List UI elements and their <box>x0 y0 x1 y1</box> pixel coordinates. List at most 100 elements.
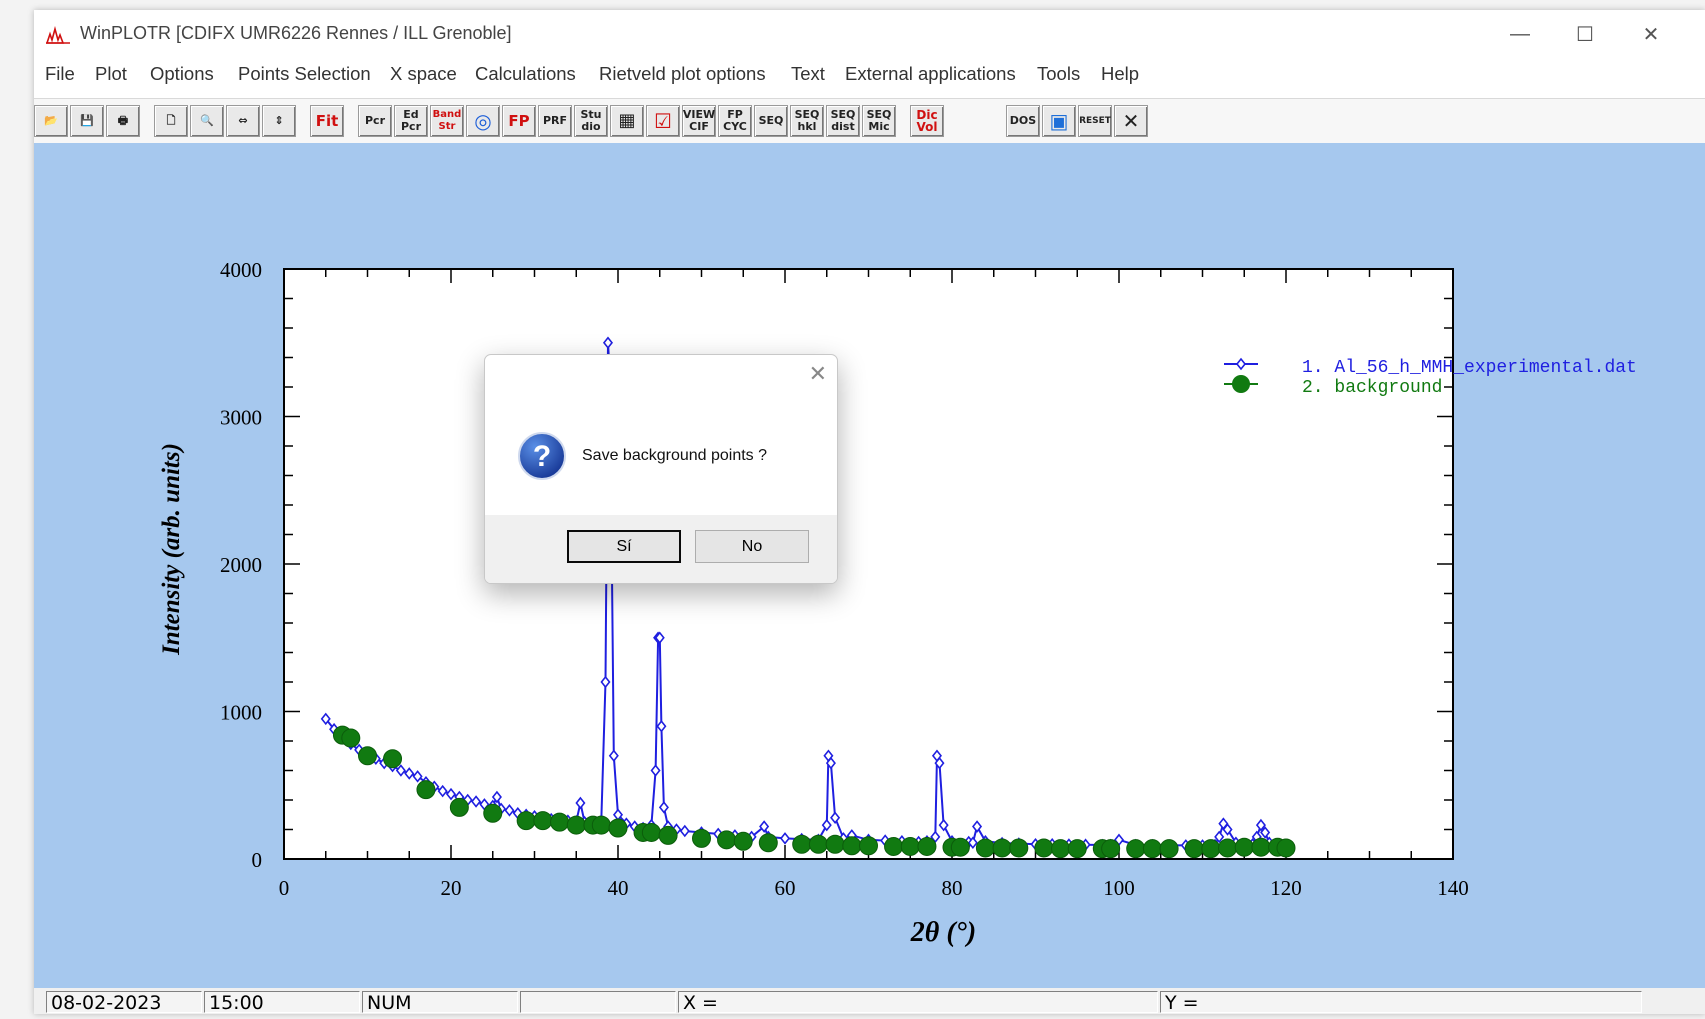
menu-plot[interactable]: Plot <box>95 63 127 84</box>
question-icon: ? <box>518 432 566 480</box>
dialog-message: Save background points ? <box>582 447 768 464</box>
y-axis-label: Intensity (arb. units) <box>158 443 185 656</box>
expand-horizontal-icon[interactable]: ⇔ <box>226 105 260 137</box>
background-point <box>1159 839 1179 859</box>
minimize-button[interactable]: — <box>1510 22 1530 45</box>
status-bar: 08-02-2023 15:00 NUM X = Y = <box>34 988 1705 1014</box>
background-point <box>516 811 536 831</box>
background-point <box>975 838 995 858</box>
background-point <box>483 803 503 823</box>
menu-text[interactable]: Text <box>791 63 825 84</box>
experimental-point <box>934 756 945 770</box>
background-point <box>1126 839 1146 859</box>
background-point <box>1009 838 1029 858</box>
experimental-point <box>656 719 667 733</box>
x-tick-label: 120 <box>1270 876 1302 900</box>
menu-bar: File Plot Options Points Selection X spa… <box>34 60 1705 88</box>
background-point <box>641 822 661 842</box>
diffraction-chart[interactable]: 0 20 40 60 80 100 120 140 0 1000 2000 3000 4000 2θ (°… <box>34 143 1705 988</box>
background-point <box>550 812 570 832</box>
calculator-icon[interactable]: ▦ <box>610 105 644 137</box>
x-tick-label: 20 <box>441 876 462 900</box>
status-blank <box>520 991 676 1013</box>
background-point <box>1234 837 1254 857</box>
close-x-icon[interactable]: ✕ <box>1114 105 1148 137</box>
experimental-point <box>445 787 457 801</box>
menu-help[interactable]: Help <box>1101 63 1140 84</box>
zoom-icon[interactable]: 🔍 <box>190 105 224 137</box>
view-cif-icon[interactable]: VIEW CIF <box>682 105 716 137</box>
background-point <box>758 833 778 853</box>
fp-icon[interactable]: FP <box>502 105 536 137</box>
background-point <box>383 749 403 769</box>
menu-tools[interactable]: Tools <box>1037 63 1081 84</box>
menu-external-applications[interactable]: External applications <box>845 63 1016 84</box>
seq-dist-icon[interactable]: SEQ dist <box>826 105 860 137</box>
background-point <box>1101 839 1121 859</box>
studio-icon[interactable]: Stu dio <box>574 105 608 137</box>
menu-options[interactable]: Options <box>150 63 214 84</box>
experimental-point <box>1255 818 1266 832</box>
dialog-footer: Sí No <box>485 515 837 583</box>
experimental-point <box>654 631 665 645</box>
plot-canvas[interactable]: 0 20 40 60 80 100 120 140 0 1000 2000 3000 4000 2θ (°… <box>34 143 1705 988</box>
no-button[interactable]: No <box>695 530 809 563</box>
seq-hkl-icon[interactable]: SEQ hkl <box>790 105 824 137</box>
seq-icon[interactable]: SEQ <box>754 105 788 137</box>
background-point <box>733 831 753 851</box>
background-point <box>416 780 436 800</box>
background-point <box>992 838 1012 858</box>
menu-points-selection[interactable]: Points Selection <box>238 63 371 84</box>
legend-background-marker <box>1232 375 1250 393</box>
experimental-point <box>491 790 502 804</box>
toolbar: 📂 💾 🖶 🗋 🔍 ⇔ ⇕ Fit Pcr Ed Pcr Band Str ◎ … <box>34 98 1705 143</box>
image-viewer-icon[interactable]: ▣ <box>1042 105 1076 137</box>
menu-calculations[interactable]: Calculations <box>475 63 576 84</box>
target-icon[interactable]: ◎ <box>466 105 500 137</box>
background-point <box>917 836 937 856</box>
prf-icon[interactable]: PRF <box>538 105 572 137</box>
maximize-button[interactable]: ☐ <box>1576 23 1594 46</box>
fp-cyc-icon[interactable]: FP CYC <box>718 105 752 137</box>
edit-pcr-icon[interactable]: Ed Pcr <box>394 105 428 137</box>
background-point <box>1051 839 1071 859</box>
menu-file[interactable]: File <box>45 63 75 84</box>
background-point <box>1276 838 1296 858</box>
expand-vertical-icon[interactable]: ⇕ <box>262 105 296 137</box>
y-tick-label: 0 <box>252 848 263 872</box>
x-tick-label: 140 <box>1437 876 1469 900</box>
background-point <box>658 825 678 845</box>
yes-button[interactable]: Sí <box>567 530 681 563</box>
save-disk-icon[interactable]: 💾 <box>70 105 104 137</box>
checkmark-icon[interactable]: ☑ <box>646 105 680 137</box>
menu-rietveld-plot-options[interactable]: Rietveld plot options <box>599 63 766 84</box>
band-str-icon[interactable]: Band Str <box>430 105 464 137</box>
y-tick-label: 2000 <box>220 553 262 577</box>
experimental-point <box>1260 826 1271 839</box>
experimental-point <box>779 832 791 845</box>
print-icon[interactable]: 🖶 <box>106 105 140 137</box>
print-preview-icon[interactable]: 🗋 <box>154 105 188 137</box>
y-tick-label: 3000 <box>220 406 262 430</box>
background-point <box>591 815 611 835</box>
pcr-icon[interactable]: Pcr <box>358 105 392 137</box>
experimental-point <box>938 818 949 832</box>
dialog-close-button[interactable]: ✕ <box>808 361 827 386</box>
plot-area <box>283 268 1454 860</box>
fit-icon[interactable]: Fit <box>310 105 344 137</box>
experimental-point <box>437 784 448 798</box>
dos-icon[interactable]: DOS <box>1006 105 1040 137</box>
seq-mic-icon[interactable]: SEQ Mic <box>862 105 896 137</box>
background-point <box>566 815 586 835</box>
open-folder-icon[interactable]: 📂 <box>34 105 68 137</box>
menu-x-space[interactable]: X space <box>390 63 457 84</box>
background-point <box>950 837 970 857</box>
experimental-point <box>972 820 983 833</box>
reset-icon[interactable]: RESET <box>1078 105 1112 137</box>
x-tick-label: 0 <box>279 876 290 900</box>
close-window-button[interactable]: ✕ <box>1642 23 1660 46</box>
winplotr-logo-icon <box>46 26 70 44</box>
legend-experimental-marker <box>1235 357 1247 371</box>
experimental-point <box>1222 823 1233 836</box>
dicvol-icon[interactable]: Dic Vol <box>910 105 944 137</box>
